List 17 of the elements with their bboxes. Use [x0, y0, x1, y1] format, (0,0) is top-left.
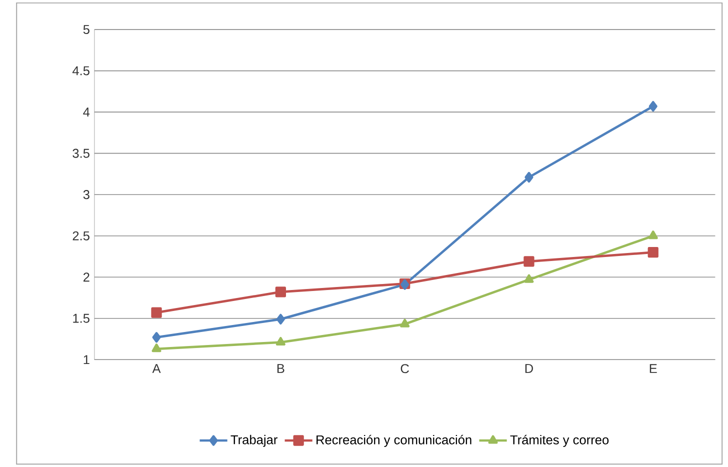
legend-label: Trabajar	[230, 434, 278, 447]
y-tick-label: 3.5	[72, 148, 90, 158]
y-tick-label: 2.5	[72, 231, 90, 240]
y-tick-label: 3	[83, 190, 90, 200]
x-tick-label: B	[277, 364, 284, 373]
x-tick-label: A	[152, 364, 161, 373]
legend-label: Recreación y comunicación	[316, 434, 472, 447]
y-tick-label: 5	[83, 25, 90, 34]
x-tick-label: E	[650, 364, 657, 373]
x-tick-label: D	[525, 364, 533, 373]
y-tick-label: 4	[83, 108, 90, 116]
y-tick-label: 4.5	[72, 66, 90, 76]
x-tick-label: C	[400, 364, 409, 374]
legend-label: Trámites y correo	[510, 434, 609, 447]
y-tick-label: 2	[83, 272, 90, 282]
y-tick-label: 1	[84, 355, 90, 364]
y-tick-label: 1.5	[73, 314, 90, 323]
